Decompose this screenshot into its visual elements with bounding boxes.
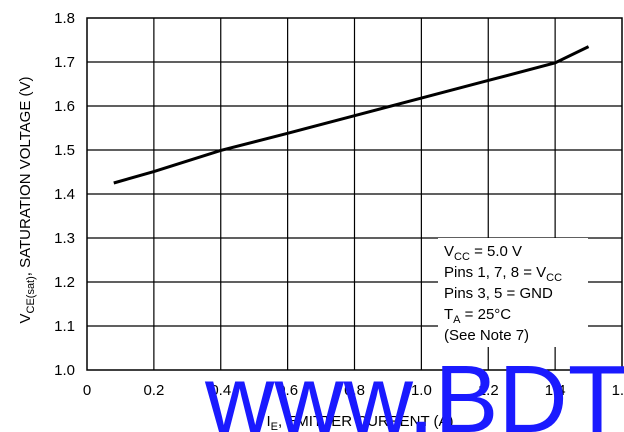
conditions-line: (See Note 7) [444, 327, 529, 344]
y-tick-label: 1.6 [54, 98, 75, 115]
watermark: www.BDT [204, 346, 624, 432]
conditions-line: Pins 3, 5 = GND [444, 285, 553, 302]
x-tick-label: 0.6 [277, 382, 298, 399]
conditions-line: VCC = 5.0 V [444, 243, 522, 263]
grid [87, 18, 622, 370]
x-tick-labels: 0 0.2 0.4 0.6 0.8 1.0 1.2 1.4 1.6 [83, 382, 624, 399]
conditions-box-bg [438, 238, 588, 347]
y-tick-label: 1.4 [54, 186, 75, 203]
series-layer [113, 45, 590, 185]
x-tick-label: 1.6 [612, 382, 624, 399]
x-tick-label: 0 [83, 382, 91, 399]
x-tick-label: 1.0 [411, 382, 432, 399]
y-tick-label: 1.2 [54, 274, 75, 291]
plot-frame [86, 17, 623, 371]
conditions-line: Pins 1, 7, 8 = VCC [444, 264, 562, 284]
y-tick-labels: 1.0 1.1 1.2 1.3 1.4 1.5 1.6 1.7 1.8 [54, 10, 75, 379]
x-tick-label: 0.2 [143, 382, 164, 399]
y-tick-label: 1.0 [54, 362, 75, 379]
y-tick-label: 1.8 [54, 10, 75, 27]
x-tick-label: 1.2 [478, 382, 499, 399]
conditions-line: TA = 25°C [444, 306, 511, 326]
y-tick-label: 1.1 [54, 318, 75, 335]
x-tick-label: 0.8 [344, 382, 365, 399]
x-tick-label: 0.4 [210, 382, 231, 399]
y-tick-label: 1.3 [54, 230, 75, 247]
series-line [113, 45, 590, 185]
x-axis-title: IE, EMITTER CURRENT (A) [266, 413, 453, 432]
x-tick-label: 1.4 [545, 382, 566, 399]
y-tick-label: 1.5 [54, 142, 75, 159]
y-tick-label: 1.7 [54, 54, 75, 71]
y-axis-title: VCE(sat), SATURATION VOLTAGE (V) [17, 76, 37, 323]
